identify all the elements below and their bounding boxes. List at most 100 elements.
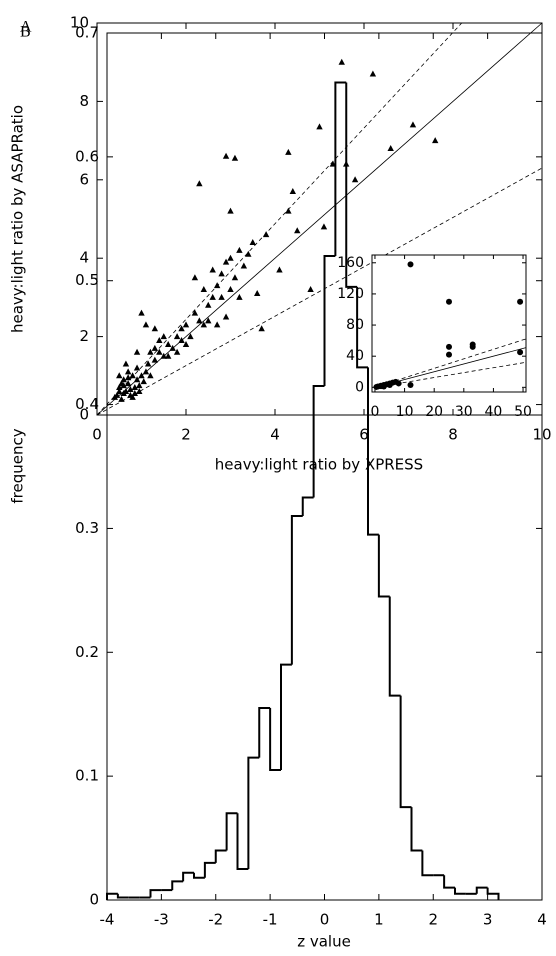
histogram-bin: [377, 534, 390, 598]
point: [227, 254, 234, 261]
histogram-bin: [225, 812, 238, 851]
y-tick-label: 0: [89, 891, 99, 909]
reference-line: [374, 347, 527, 388]
point: [517, 349, 524, 356]
point: [140, 378, 147, 385]
point: [160, 333, 167, 340]
point: [142, 368, 150, 375]
point: [133, 376, 141, 383]
x-tick-label: -1: [263, 911, 278, 929]
point: [446, 351, 452, 358]
histogram-bin: [214, 849, 227, 863]
histogram-bin: [388, 596, 401, 697]
point: [316, 123, 323, 130]
point: [187, 333, 194, 340]
point: [133, 348, 141, 355]
point: [222, 258, 230, 265]
y-tick-label: 4: [79, 249, 89, 267]
point: [209, 266, 216, 273]
histogram-bin: [367, 367, 379, 536]
point: [136, 382, 143, 389]
y-tick-label: 0: [355, 379, 364, 395]
point: [249, 239, 256, 246]
x-tick-label: 10: [396, 404, 414, 420]
x-tick-label: 0: [92, 426, 102, 444]
point: [320, 223, 328, 230]
point: [182, 321, 190, 328]
histogram-bin: [301, 496, 314, 517]
histogram-bin: [323, 254, 336, 386]
point: [222, 313, 230, 320]
point: [307, 286, 314, 293]
histogram-bin: [182, 871, 194, 882]
point: [124, 374, 132, 381]
x-tick-label: 40: [485, 404, 503, 420]
point: [351, 176, 359, 183]
point: [147, 372, 154, 379]
histogram-bin: [345, 82, 358, 288]
point: [386, 381, 393, 388]
point: [178, 325, 185, 332]
histogram-bin: [269, 708, 281, 771]
y-tick-label: 40: [346, 348, 364, 364]
point: [122, 360, 130, 367]
point: [138, 309, 145, 316]
point: [289, 188, 296, 195]
point: [240, 262, 248, 269]
point: [446, 298, 452, 305]
y-tick-label: 0.4: [75, 395, 99, 413]
point: [165, 340, 172, 347]
histogram-bin: [399, 695, 412, 809]
point: [205, 317, 212, 324]
x-tick-label: 0: [371, 404, 380, 420]
point: [138, 372, 145, 379]
point: [182, 340, 190, 347]
point: [196, 180, 203, 187]
point: [116, 387, 123, 394]
point: [409, 121, 417, 128]
point: [407, 261, 414, 268]
x-tick-label: 3: [483, 911, 493, 929]
point: [196, 317, 203, 324]
point: [387, 144, 394, 151]
point: [120, 376, 127, 383]
histogram-bin: [247, 756, 260, 870]
point: [258, 325, 265, 332]
point: [131, 389, 139, 396]
x-tick-label: 50: [514, 404, 532, 420]
point: [213, 282, 221, 289]
reference-line: [96, 22, 463, 416]
point: [285, 207, 292, 214]
x-axis-label: heavy:light ratio by XPRESS: [215, 456, 423, 474]
point: [262, 231, 270, 238]
x-tick-label: 2: [428, 911, 438, 929]
point: [129, 372, 136, 379]
histogram-bin: [443, 875, 455, 889]
point: [236, 246, 243, 253]
histogram-bin: [258, 707, 271, 758]
point: [294, 227, 301, 234]
point: [222, 152, 230, 159]
point: [446, 343, 452, 350]
point: [236, 293, 243, 300]
point: [432, 137, 439, 144]
point: [191, 309, 199, 316]
reference-line: [374, 361, 527, 388]
y-tick-label: 160: [337, 255, 364, 271]
point: [218, 293, 225, 300]
y-tick-label: 80: [346, 317, 364, 333]
point: [151, 325, 159, 332]
point: [144, 360, 152, 367]
x-tick-label: 6: [359, 426, 369, 444]
reference-line: [374, 338, 527, 388]
point: [469, 343, 476, 350]
point: [377, 383, 384, 390]
point: [178, 337, 185, 344]
point: [118, 395, 125, 402]
histogram-bin: [356, 286, 368, 369]
histogram-bin: [454, 887, 466, 895]
y-tick-label: 8: [79, 92, 89, 110]
histogram-bin: [236, 813, 249, 871]
y-tick-label: 0.7: [75, 24, 99, 42]
